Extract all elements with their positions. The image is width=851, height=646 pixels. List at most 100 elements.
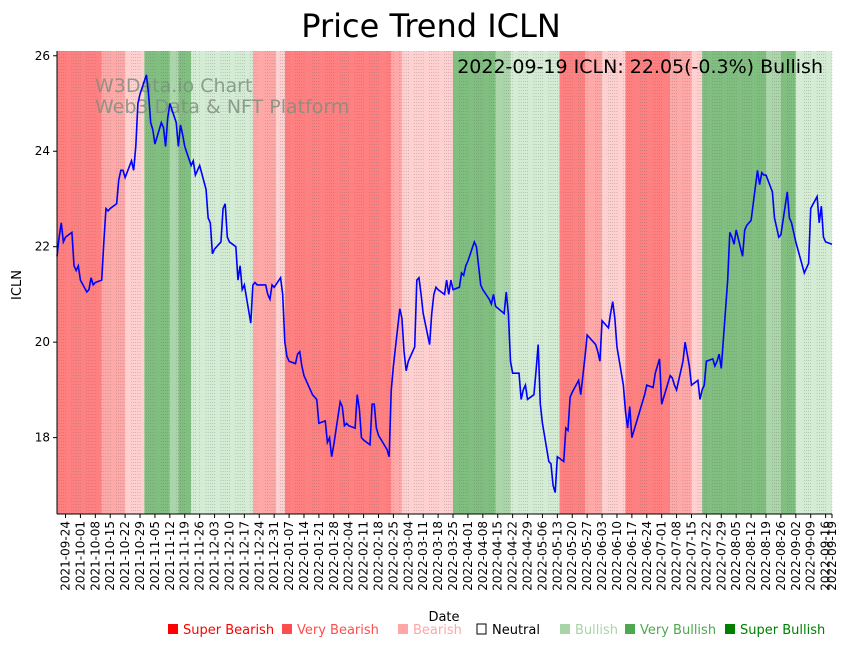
x-tick-label: 2022-03-18 — [431, 521, 445, 591]
x-tick-label: 2022-09-02 — [789, 521, 803, 591]
x-tick-label: 2022-02-25 — [386, 521, 400, 591]
y-tick-label: 18 — [35, 431, 50, 445]
x-tick-label: 2022-06-03 — [595, 521, 609, 591]
x-tick-label: 2021-10-29 — [133, 521, 147, 591]
x-tick-label: 2022-08-05 — [729, 521, 743, 591]
sentiment-band-very-bearish — [252, 51, 277, 514]
x-tick-label: 2022-05-27 — [580, 521, 594, 591]
x-tick-label: 2021-12-10 — [222, 521, 236, 591]
sentiment-band-very-bullish — [495, 51, 511, 514]
x-tick-label: 2022-07-01 — [655, 521, 669, 591]
legend-swatch — [282, 624, 292, 634]
x-tick-label: 2021-10-15 — [103, 521, 117, 591]
sentiment-band-very-bearish — [101, 51, 126, 514]
y-tick-label: 24 — [35, 144, 50, 158]
sentiment-band-bearish — [125, 51, 145, 514]
legend-swatch — [725, 624, 735, 634]
legend-swatch — [625, 624, 635, 634]
sentiment-band-super-bearish — [625, 51, 671, 514]
x-tick-label: 2022-05-20 — [565, 521, 579, 591]
sentiment-band-super-bullish — [144, 51, 170, 514]
x-tick-label: 2022-04-15 — [491, 521, 505, 591]
legend-label: Super Bearish — [183, 623, 274, 638]
x-tick-label: 2022-06-24 — [640, 521, 654, 591]
x-tick-label: 2022-03-25 — [446, 521, 460, 591]
price-series-line — [56, 74, 833, 493]
axes — [56, 51, 832, 515]
legend-label: Bearish — [413, 623, 462, 638]
sentiment-band-very-bearish — [670, 51, 692, 514]
sentiment-legend: Super Bearish Very Bearish Bearish Neutral B… — [168, 623, 825, 638]
x-tick-label: 2022-03-11 — [416, 521, 430, 591]
latest-price-annotation: 2022-09-19 ICLN: 22.05(-0.3%) Bullish — [457, 56, 823, 78]
y-axis-ticks: 18 20 22 24 26 — [35, 49, 57, 445]
sentiment-band-bullish — [191, 51, 253, 514]
legend-swatch — [168, 624, 178, 634]
sentiment-band-very-bullish — [765, 51, 781, 514]
sentiment-band-bullish — [510, 51, 560, 514]
x-tick-label: 2022-02-04 — [342, 521, 356, 591]
x-tick-label: 2021-12-17 — [237, 521, 251, 591]
x-tick-label: 2021-10-08 — [88, 521, 102, 591]
sentiment-band-bullish — [795, 51, 832, 514]
legend-label: Super Bullish — [740, 623, 825, 638]
x-tick-label: 2021-11-12 — [163, 521, 177, 591]
x-tick-label: 2022-01-21 — [312, 521, 326, 591]
x-tick-label: 2021-10-22 — [118, 521, 132, 591]
sentiment-band-super-bullish — [780, 51, 796, 514]
x-tick-label: 2022-01-07 — [282, 521, 296, 591]
x-tick-label: 2022-07-15 — [684, 521, 698, 591]
x-tick-label: 2022-09-09 — [804, 521, 818, 591]
y-axis-label: ICLN — [10, 270, 25, 300]
x-tick-label: 2022-06-17 — [625, 521, 639, 591]
legend-label: Neutral — [492, 623, 540, 638]
x-tick-label: 2021-12-31 — [267, 521, 281, 591]
x-tick-label: 2022-09-19 — [825, 521, 839, 591]
x-axis-ticks: 2021-09-24 2021-10-01 2021-10-08 2021-10-15… — [59, 514, 839, 591]
x-axis-label: Date — [428, 610, 459, 625]
x-tick-label: 2022-07-22 — [699, 521, 713, 591]
watermark-line-2: Web3 Data & NFT Platform — [95, 96, 349, 118]
legend-swatch — [398, 624, 408, 634]
x-tick-label: 2022-07-08 — [670, 521, 684, 591]
legend-label: Very Bearish — [297, 623, 379, 638]
legend-label: Very Bullish — [640, 623, 716, 638]
x-tick-label: 2022-04-22 — [506, 521, 520, 591]
y-tick-label: 26 — [35, 49, 50, 63]
x-tick-label: 2022-04-29 — [521, 521, 535, 591]
x-tick-label: 2022-08-26 — [774, 521, 788, 591]
legend-swatch — [560, 624, 570, 634]
x-tick-label: 2021-12-24 — [252, 521, 266, 591]
sentiment-band-super-bearish — [284, 51, 392, 514]
sentiment-band-very-bullish — [169, 51, 179, 514]
x-tick-label: 2021-12-03 — [208, 521, 222, 591]
x-tick-label: 2022-02-11 — [357, 521, 371, 591]
x-tick-label: 2022-08-19 — [759, 521, 773, 591]
chart-title: Price Trend ICLN — [301, 7, 561, 45]
x-tick-label: 2022-07-29 — [714, 521, 728, 591]
x-tick-label: 2021-11-19 — [178, 521, 192, 591]
sentiment-band-bearish — [691, 51, 703, 514]
sentiment-band-bearish — [401, 51, 454, 514]
sentiment-band-bearish — [602, 51, 626, 514]
x-tick-label: 2022-05-13 — [550, 521, 564, 591]
x-tick-label: 2022-01-28 — [327, 521, 341, 591]
x-tick-label: 2022-05-06 — [535, 521, 549, 591]
x-tick-label: 2022-06-10 — [610, 521, 624, 591]
y-tick-label: 22 — [35, 240, 50, 254]
sentiment-band-very-bearish — [585, 51, 603, 514]
x-tick-label: 2022-04-08 — [476, 521, 490, 591]
sentiment-band-very-bearish — [391, 51, 402, 514]
x-tick-label: 2021-09-24 — [59, 521, 73, 591]
x-tick-label: 2022-03-04 — [401, 521, 415, 591]
x-tick-label: 2022-01-14 — [297, 521, 311, 591]
y-tick-label: 20 — [35, 335, 50, 349]
x-tick-label: 2021-11-05 — [148, 521, 162, 591]
x-tick-label: 2022-02-18 — [371, 521, 385, 591]
legend-swatch-neutral — [476, 623, 487, 635]
watermark-line-1: W3Data.io Chart — [95, 75, 252, 97]
x-tick-label: 2021-11-26 — [193, 521, 207, 591]
x-tick-label: 2022-08-12 — [744, 521, 758, 591]
x-tick-label: 2021-10-01 — [73, 521, 87, 591]
